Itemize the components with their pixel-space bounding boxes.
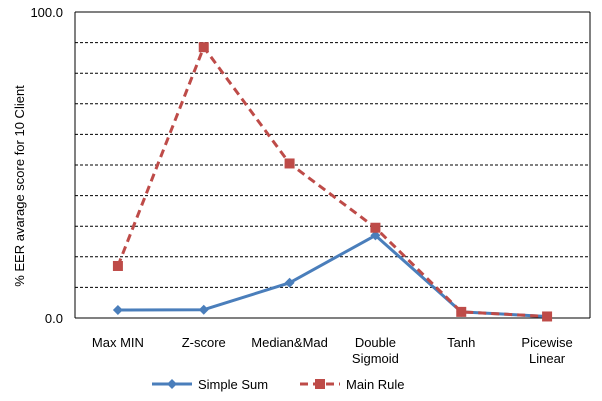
- y-axis-label: % EER avarage score for 10 Client: [12, 85, 27, 287]
- y-tick-label-max: 100.0: [30, 5, 63, 20]
- legend-label: Simple Sum: [198, 377, 268, 392]
- series-line: [117, 233, 548, 318]
- legend: Simple Sum Main Rule: [152, 377, 405, 392]
- x-tick-label: Tanh: [447, 335, 475, 350]
- data-point: [284, 158, 295, 169]
- data-point: [456, 306, 467, 317]
- x-tick-label: Z-score: [182, 335, 226, 350]
- data-point: [542, 311, 553, 322]
- data-point: [198, 304, 209, 315]
- data-point: [370, 230, 381, 241]
- data-point: [284, 277, 295, 288]
- data-point: [198, 42, 209, 53]
- x-tick-labels: Max MIN Z-score Median&Mad Double Sigmoid Tan…: [92, 335, 573, 366]
- legend-marker: [167, 379, 177, 389]
- x-tick-label: Median&Mad: [251, 335, 328, 350]
- legend-label: Main Rule: [346, 377, 405, 392]
- x-tick-label: Picewise Linear: [521, 335, 572, 366]
- data-point: [112, 260, 123, 271]
- series-layer: [112, 42, 553, 322]
- data-point: [112, 305, 123, 316]
- x-tick-label: Max MIN: [92, 335, 144, 350]
- series-line: [116, 45, 548, 318]
- y-tick-label-min: 0.0: [45, 311, 63, 326]
- legend-marker: [315, 379, 325, 389]
- gridlines: [75, 42, 590, 288]
- x-tick-label: Double Sigmoid: [352, 335, 399, 366]
- data-point: [370, 222, 381, 233]
